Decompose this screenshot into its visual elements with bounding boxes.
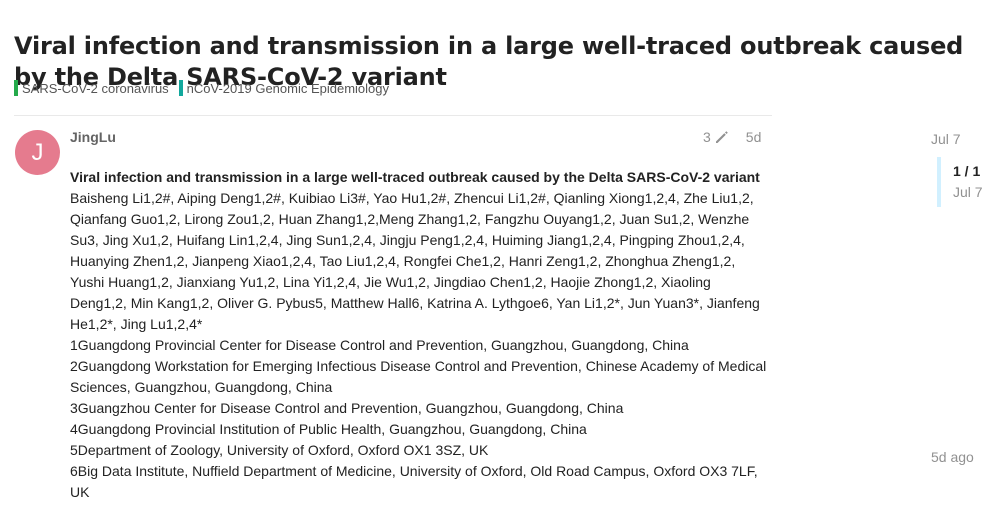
timeline-position-date: Jul 7 [953, 184, 983, 200]
category-label: nCoV-2019 Genomic Epidemiology [186, 80, 390, 96]
avatar-letter: J [31, 138, 44, 166]
category-label: SARS-CoV-2 coronavirus [22, 80, 169, 96]
avatar[interactable]: J [15, 130, 60, 175]
affiliation-2: 2Guangdong Workstation for Emerging Infe… [70, 358, 767, 395]
topic-title[interactable]: Viral infection and transmission in a la… [14, 32, 964, 92]
pencil-icon [715, 131, 728, 143]
edit-history-button[interactable]: 3 [703, 129, 730, 145]
post-age[interactable]: 5d [745, 129, 762, 145]
author-list: Baisheng Li1,2#, Aiping Deng1,2#, Kuibia… [70, 190, 760, 332]
category-sars-cov-2[interactable]: SARS-CoV-2 coronavirus [14, 80, 169, 96]
timeline-scroll-handle[interactable] [937, 157, 941, 207]
post-body: Viral infection and transmission in a la… [70, 167, 770, 503]
post-meta: 3 5d [703, 129, 761, 145]
category-ncov-2019[interactable]: nCoV-2019 Genomic Epidemiology [178, 80, 390, 96]
username[interactable]: JingLu [70, 129, 116, 145]
post-heading: Viral infection and transmission in a la… [70, 169, 760, 185]
affiliation-4: 4Guangdong Provincial Institution of Pub… [70, 421, 587, 437]
header-divider [14, 115, 772, 116]
affiliation-3: 3Guangzhou Center for Disease Control an… [70, 400, 624, 416]
affiliation-1: 1Guangdong Provincial Center for Disease… [70, 337, 689, 353]
affiliation-6: 6Big Data Institute, Nuffield Department… [70, 463, 758, 500]
timeline-start-date[interactable]: Jul 7 [931, 131, 961, 147]
category-color-badge [14, 80, 18, 96]
category-color-badge [178, 80, 183, 96]
affiliation-5: 5Department of Zoology, University of Ox… [70, 442, 489, 458]
edit-count: 3 [703, 129, 711, 145]
topic-categories: SARS-CoV-2 coronavirus nCoV-2019 Genomic… [14, 80, 389, 96]
timeline-position: 1 / 1 [953, 163, 981, 179]
timeline-end-date[interactable]: 5d ago [931, 449, 974, 465]
